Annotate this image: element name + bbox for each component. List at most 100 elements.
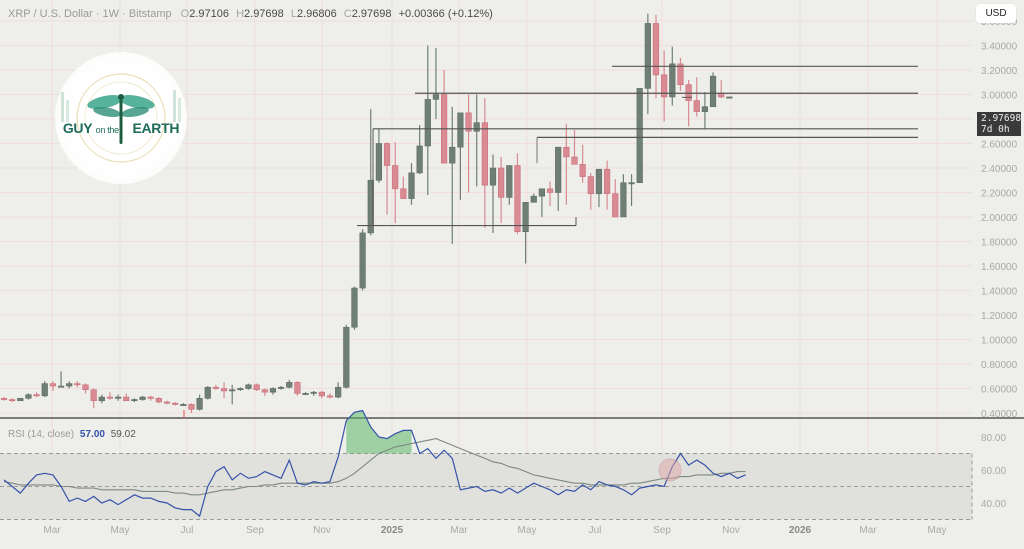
time-axis-label: Mar bbox=[859, 525, 877, 536]
price-axis-label: 1.60000 bbox=[981, 262, 1018, 273]
high-value: 2.97698 bbox=[244, 8, 284, 20]
rsi-value: 57.00 bbox=[79, 429, 105, 440]
candle-body bbox=[481, 122, 488, 186]
time-axis-label: May bbox=[518, 525, 537, 536]
candle-body bbox=[172, 402, 179, 405]
time-axis-label: 2026 bbox=[789, 525, 812, 536]
candle-body bbox=[351, 287, 358, 328]
candle-body bbox=[587, 176, 594, 195]
candle-body bbox=[612, 193, 619, 218]
candle-body bbox=[98, 396, 105, 402]
candle-body bbox=[131, 399, 138, 402]
candle-body bbox=[514, 165, 521, 233]
candle-body bbox=[66, 383, 73, 387]
candle-body bbox=[571, 156, 578, 165]
open-value: 2.97106 bbox=[189, 8, 229, 20]
candle-body bbox=[432, 94, 440, 100]
price-axis-label: 0.60000 bbox=[981, 385, 1018, 396]
candle-body bbox=[204, 386, 211, 399]
low-label: L bbox=[290, 8, 297, 20]
currency-button[interactable]: USD bbox=[976, 4, 1016, 23]
candle-body bbox=[473, 122, 480, 132]
candle-body bbox=[685, 84, 692, 101]
low-value: 2.96806 bbox=[296, 8, 337, 20]
time-axis-label: Mar bbox=[43, 525, 61, 536]
candle-body bbox=[392, 165, 399, 190]
price-axis-label: 1.00000 bbox=[981, 336, 1018, 347]
candle-body bbox=[595, 168, 603, 195]
candle-body bbox=[41, 383, 48, 397]
time-axis-label: Jul bbox=[589, 525, 602, 536]
rsi-axis-label: 60.00 bbox=[981, 466, 1006, 477]
time-axis-label: Jul bbox=[181, 525, 194, 536]
candle-body bbox=[538, 188, 545, 197]
candle-body bbox=[400, 188, 407, 199]
price-axis-label: 1.80000 bbox=[981, 238, 1018, 249]
logo-text-onthe: on the bbox=[95, 125, 120, 135]
candle-body bbox=[188, 404, 195, 410]
watermark-logo: GUY on the EARTH bbox=[55, 52, 187, 184]
rsi-ma-line bbox=[3, 438, 746, 496]
price-axis-label: 3.40000 bbox=[981, 42, 1018, 53]
candle-body bbox=[693, 100, 700, 112]
candle-body bbox=[212, 386, 220, 389]
symbol-legend: XRP / U.S. Dollar · 1W · Bitstamp O2.971… bbox=[8, 8, 493, 20]
time-axis-label: Nov bbox=[313, 525, 331, 536]
price-axis-label: 2.40000 bbox=[981, 164, 1018, 175]
candle-body bbox=[424, 99, 431, 147]
price-axis-label: 3.00000 bbox=[981, 91, 1018, 102]
price-axis-label: 1.40000 bbox=[981, 287, 1018, 298]
last-price: 2.97698 bbox=[981, 113, 1022, 124]
time-axis-label: 2025 bbox=[381, 525, 404, 536]
candle-body bbox=[326, 395, 334, 398]
candle-body bbox=[563, 146, 570, 158]
candle-body bbox=[253, 384, 260, 391]
candle-body bbox=[546, 188, 554, 193]
candle-body bbox=[25, 394, 32, 399]
candle-body bbox=[90, 389, 97, 402]
candle-body bbox=[139, 396, 146, 400]
candle-body bbox=[220, 388, 228, 392]
candle-body bbox=[318, 391, 325, 397]
price-axis-label: 0.40000 bbox=[981, 409, 1018, 420]
candle-body bbox=[245, 384, 252, 389]
candle-body bbox=[652, 23, 660, 76]
candle-body bbox=[506, 165, 513, 198]
candle-body bbox=[49, 383, 56, 387]
candle-body bbox=[123, 396, 130, 402]
candle-body bbox=[375, 143, 383, 181]
time-axis-label: Sep bbox=[653, 525, 671, 536]
candle-body bbox=[669, 63, 676, 98]
candle-body bbox=[603, 168, 611, 195]
rsi-line bbox=[3, 409, 746, 518]
candle-body bbox=[237, 388, 244, 391]
rsi-legend: RSI (14, close) 57.00 59.02 bbox=[8, 429, 136, 440]
candle-body bbox=[180, 404, 187, 406]
change-value: +0.00366 (+0.12%) bbox=[398, 8, 493, 20]
candle-body bbox=[269, 388, 277, 393]
candle-body bbox=[661, 74, 668, 98]
price-axis-label: 2.00000 bbox=[981, 213, 1018, 224]
candle-body bbox=[416, 145, 423, 174]
candle-body bbox=[644, 23, 651, 89]
time-axis-label: Nov bbox=[722, 525, 740, 536]
candle-body bbox=[628, 182, 635, 185]
rsi-ma-value: 59.02 bbox=[110, 429, 136, 440]
logo-text-earth: EARTH bbox=[132, 120, 180, 136]
candle-body bbox=[294, 382, 301, 394]
last-price-tag: 2.97698 7d 0h bbox=[977, 112, 1021, 136]
candle-body bbox=[383, 143, 391, 166]
candle-body bbox=[359, 232, 366, 289]
rsi-axis-label: 80.00 bbox=[981, 433, 1006, 444]
candle-body bbox=[579, 164, 586, 177]
candle-body bbox=[335, 386, 342, 398]
candle-body bbox=[261, 389, 268, 393]
price-axis-label: 2.20000 bbox=[981, 189, 1018, 200]
candle-body bbox=[147, 396, 154, 399]
candle-body bbox=[115, 396, 122, 399]
candle-body bbox=[498, 167, 505, 198]
candle-body bbox=[701, 106, 708, 112]
candle-body bbox=[106, 396, 114, 399]
time-axis-label: Mar bbox=[450, 525, 468, 536]
